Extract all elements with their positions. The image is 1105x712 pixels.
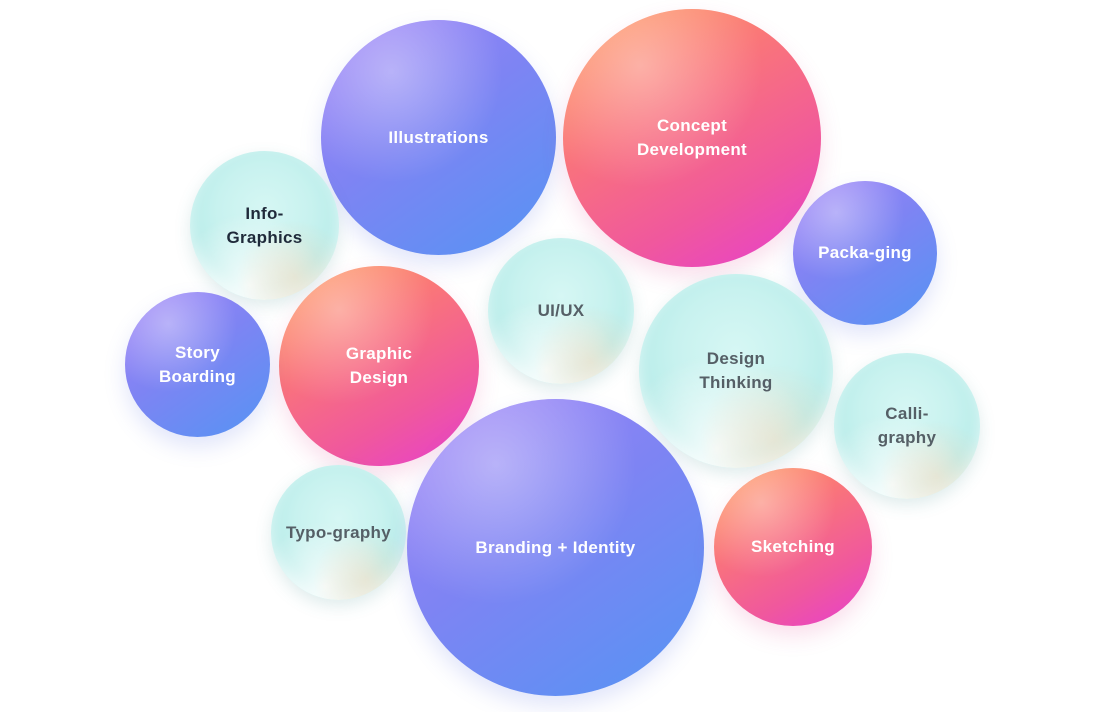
bubble-calligraphy: Calli- graphy [834,353,980,499]
bubble-label-line: Thinking [699,373,773,392]
bubble-label-line: Development [636,140,748,159]
bubble-label-line: UI/UX [537,301,585,320]
bubble-label-line: Calli- [885,404,929,423]
bubble-label-line: Graphics [226,227,303,247]
bubble-sketching: Sketching [714,468,872,626]
bubble-label: Typo-graphy [286,521,391,545]
bubble-concept-development: Concept Development [563,9,821,267]
bubble-label-line: Sketching [751,537,835,556]
bubble-label: Story Boarding [159,341,236,389]
bubble-label-line: Graphic [345,344,413,363]
bubble-label: Sketching [751,535,835,559]
bubble-infographics: Info- Graphics [190,151,339,300]
bubble-story-boarding: Story Boarding [125,292,270,437]
bubble-label-line: Typo-graphy [286,522,391,542]
bubble-ui-ux: UI/UX [488,238,634,384]
bubble-design-thinking: Design Thinking [639,274,833,468]
bubble-label-line: Boarding [158,366,236,386]
bubble-packaging: Packa-ging [793,181,937,325]
bubble-branding-identity: Branding + Identity [407,399,704,696]
bubble-label: Design Thinking [699,347,772,395]
bubble-label-line: Branding + Identity [475,537,636,557]
bubble-label-line: Illustrations [388,127,489,147]
bubble-label: Graphic Design [346,342,412,390]
bubble-graphic-design: Graphic Design [279,266,479,466]
bubble-label-line: Design [349,368,409,387]
bubble-label-line: Info- [245,203,284,223]
bubble-illustrations: Illustrations [321,20,556,255]
bubble-label-line: graphy [877,428,937,447]
bubble-label: Info- Graphics [226,202,302,250]
bubble-label: Calli- graphy [878,402,936,450]
bubble-label-line: Concept [656,116,728,135]
bubble-label-line: Design [706,349,766,368]
bubble-typography: Typo-graphy [271,465,406,600]
bubble-label-line: Story [175,342,220,362]
bubble-label-line: Packa-ging [818,243,912,262]
bubble-label: Concept Development [637,114,747,162]
bubble-label: Packa-ging [818,241,912,265]
bubble-label: Branding + Identity [475,536,635,560]
bubble-label: Illustrations [388,126,488,150]
bubble-label: UI/UX [538,299,585,323]
